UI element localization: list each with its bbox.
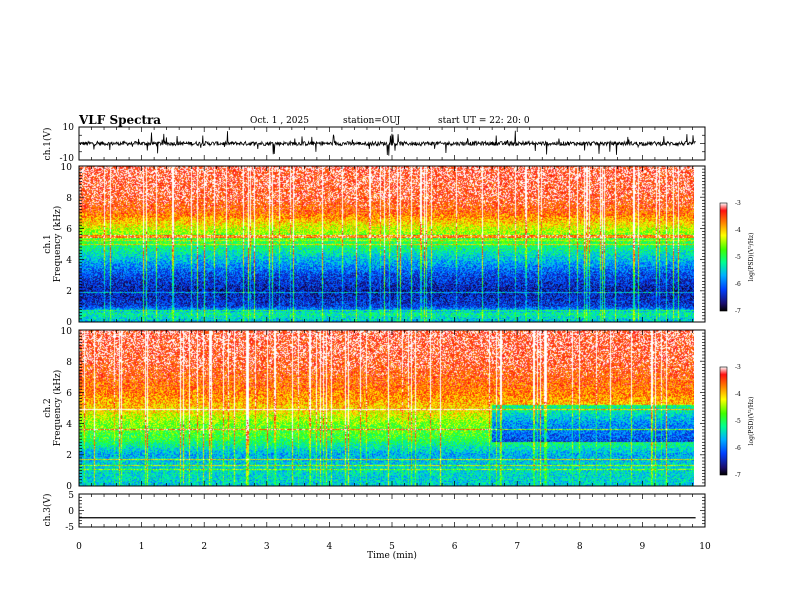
ch2-cbar-tick-m6: -6 — [735, 445, 741, 452]
ch1-freq-tick-2: 2 — [66, 287, 72, 297]
ch1-spectrogram-ylabel-1: ch.1 — [43, 234, 53, 253]
time-tick-label: 10 — [699, 542, 711, 552]
ch1-waveform-ylabel: ch.1(V) — [42, 128, 53, 161]
time-axis-tick-labels: 0 1 2 3 4 5 6 7 8 9 10 — [76, 542, 711, 552]
ch2-spectrogram-panel: 0 2 4 6 8 10 ch.2 Frequency (kHz) -3 -4 … — [43, 327, 755, 492]
ch2-freq-tick-2: 2 — [66, 451, 72, 461]
ch1-waveform-panel: 10 -10 ch.1(V) — [42, 123, 706, 164]
ch2-cbar-tick-m3: -3 — [735, 364, 741, 371]
ch2-freq-tick-10: 10 — [61, 327, 73, 337]
time-tick-label: 4 — [327, 542, 333, 552]
ch2-spectrogram-ylabel-2: Frequency (kHz) — [52, 370, 63, 447]
time-axis-label: Time (min) — [367, 550, 417, 561]
ch1-colorbar-label: log(PSD)(V²/Hz) — [748, 233, 755, 282]
time-tick-label: 6 — [452, 542, 458, 552]
start-time-label: start UT = 22: 20: 0 — [438, 116, 530, 126]
ch2-colorbar — [719, 366, 728, 476]
ch1-freq-tick-0: 0 — [66, 318, 72, 328]
time-tick-label: 9 — [640, 542, 646, 552]
time-tick-label: 5 — [389, 542, 395, 552]
ch1-waveform-ticks — [78, 126, 706, 161]
figure-title: VLF Spectra — [79, 113, 162, 127]
ch1-freq-tick-6: 6 — [66, 225, 72, 235]
ch2-cbar-tick-m4: -4 — [735, 391, 741, 398]
station-label: station=OUJ — [343, 116, 401, 126]
ch2-colorbar-label: log(PSD)(V²/Hz) — [748, 397, 755, 446]
ch1-waveform-line — [78, 130, 696, 156]
ch2-spectrogram-canvas-holder — [79, 330, 694, 486]
ch1-cbar-tick-m5: -5 — [735, 254, 741, 261]
ch1-cbar-tick-m3: -3 — [735, 200, 741, 207]
ch2-spectrogram-ylabel-1: ch.2 — [43, 398, 53, 417]
ch1-spectrogram-canvas-holder — [79, 166, 694, 322]
time-tick-label: 2 — [201, 542, 207, 552]
ch2-cbar-tick-m5: -5 — [735, 418, 741, 425]
time-tick-label: 1 — [139, 542, 145, 552]
ch2-freq-tick-6: 6 — [66, 389, 72, 399]
ch3-waveform-panel: 5 0 -5 ch.3(V) — [42, 491, 706, 533]
ch3-waveform-ylabel: ch.3(V) — [42, 494, 53, 527]
ch2-freq-tick-4: 4 — [66, 420, 72, 430]
ch1-cbar-tick-m7: -7 — [735, 308, 741, 315]
ch1-spectrogram-ticks — [78, 165, 706, 323]
ch1-freq-tick-8: 8 — [66, 194, 72, 204]
ch1-spectrogram-image — [79, 166, 694, 322]
ch1-ytick-bottom: -10 — [60, 154, 75, 164]
ch2-cbar-tick-m7: -7 — [735, 472, 741, 479]
ch2-spectrogram-image — [79, 330, 694, 486]
ch3-ytick-mid: 0 — [68, 507, 74, 517]
time-tick-label: 3 — [264, 542, 270, 552]
time-tick-label: 7 — [514, 542, 520, 552]
ch2-spectrogram-ticks — [78, 329, 706, 487]
ch1-spectrogram-panel: 0 2 4 6 8 10 ch.1 Frequency (kHz) -3 -4 … — [43, 163, 755, 328]
time-tick-label: 0 — [76, 542, 82, 552]
ch3-ytick-bottom: -5 — [65, 523, 74, 533]
ch1-colorbar — [719, 202, 728, 312]
date-label: Oct. 1 , 2025 — [250, 116, 309, 126]
ch1-ytick-top: 10 — [63, 123, 75, 133]
ch3-ytick-top: 5 — [68, 491, 74, 501]
ch1-cbar-tick-m4: -4 — [735, 227, 741, 234]
ch2-freq-tick-8: 8 — [66, 358, 72, 368]
ch2-freq-tick-0: 0 — [66, 482, 72, 492]
ch1-cbar-tick-m6: -6 — [735, 281, 741, 288]
time-tick-label: 8 — [577, 542, 583, 552]
ch3-waveform-ticks — [78, 493, 706, 528]
ch1-spectrogram-ylabel-2: Frequency (kHz) — [52, 206, 63, 283]
ch1-freq-tick-4: 4 — [66, 256, 72, 266]
ch1-freq-tick-10: 10 — [61, 163, 73, 173]
